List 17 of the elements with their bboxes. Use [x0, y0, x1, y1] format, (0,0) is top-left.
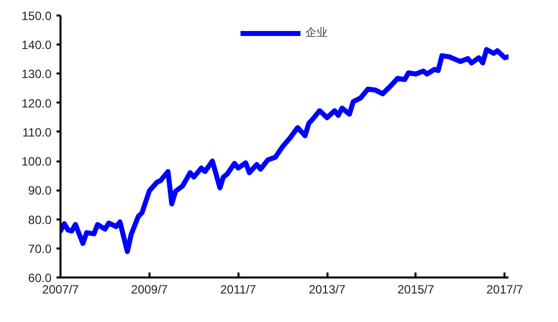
y-tick-label: 80.0 — [28, 212, 52, 227]
y-tick-label: 70.0 — [28, 242, 52, 256]
x-tick-label: 2013/7 — [308, 282, 346, 296]
x-tick-label: 2009/7 — [131, 282, 168, 296]
y-tick-label: 120.0 — [21, 96, 52, 110]
x-tick-label: 2017/7 — [486, 282, 524, 296]
y-tick-label: 100.0 — [21, 154, 52, 169]
x-tick-label: 2011/7 — [220, 282, 256, 296]
y-tick-label: 60.0 — [28, 271, 52, 285]
y-tick-label: 130.0 — [21, 67, 52, 82]
y-tick-label: 150.0 — [21, 9, 52, 23]
y-tick-label: 110.0 — [22, 125, 52, 140]
y-tick-label: 90.0 — [28, 184, 52, 198]
x-tick-label: 2015/7 — [397, 282, 435, 296]
x-tick-label: 2007/7 — [42, 282, 80, 296]
y-tick-label: 140.0 — [21, 38, 52, 52]
text: 企业 — [306, 25, 328, 40]
